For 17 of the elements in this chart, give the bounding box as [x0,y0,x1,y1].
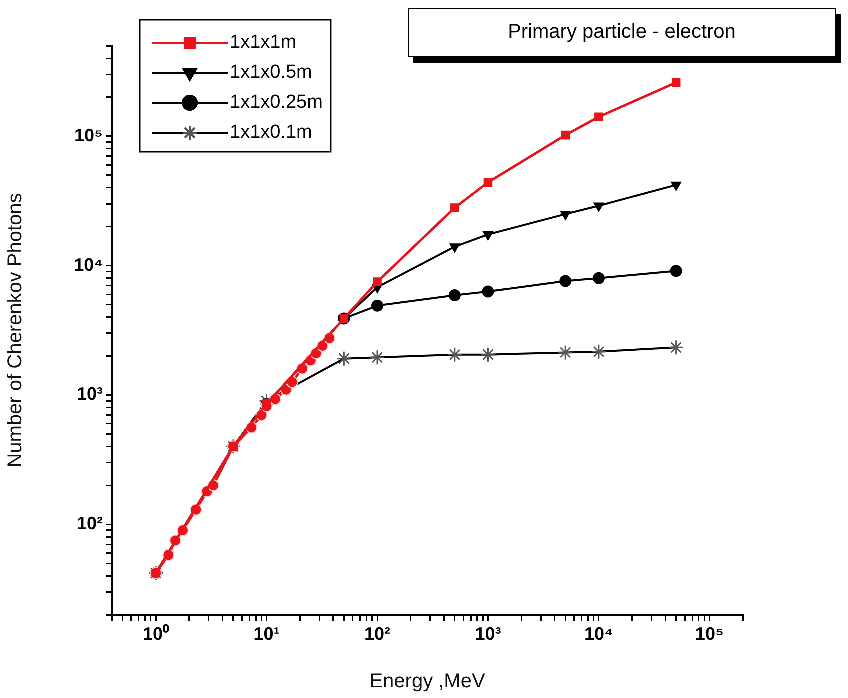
legend-label: 1x1x0.5m [230,62,312,84]
legend-label: 1x1x1m [230,32,297,54]
x-axis-title: Energy ,MeV [370,670,486,693]
x-tick-label: 10⁰ [143,624,170,644]
chart-title: Primary particle - electron [408,8,836,57]
y-tick-label: 10⁵ [74,125,103,146]
x-tick-label: 10² [364,624,391,644]
y-tick-label: 10³ [76,384,104,404]
x-tick-label: 10¹ [254,624,280,644]
x-tick-label: 10⁵ [695,624,724,644]
legend-label: 1x1x0.25m [230,92,323,114]
y-tick-label: 10² [76,514,104,534]
x-tick-label: 10³ [475,624,502,644]
legend-label: 1x1x0.1m [230,122,312,144]
y-axis-title: Number of Cherenkov Photons [4,193,27,468]
x-tick-label: 10⁴ [584,624,614,644]
y-tick-label: 10⁴ [74,254,103,275]
